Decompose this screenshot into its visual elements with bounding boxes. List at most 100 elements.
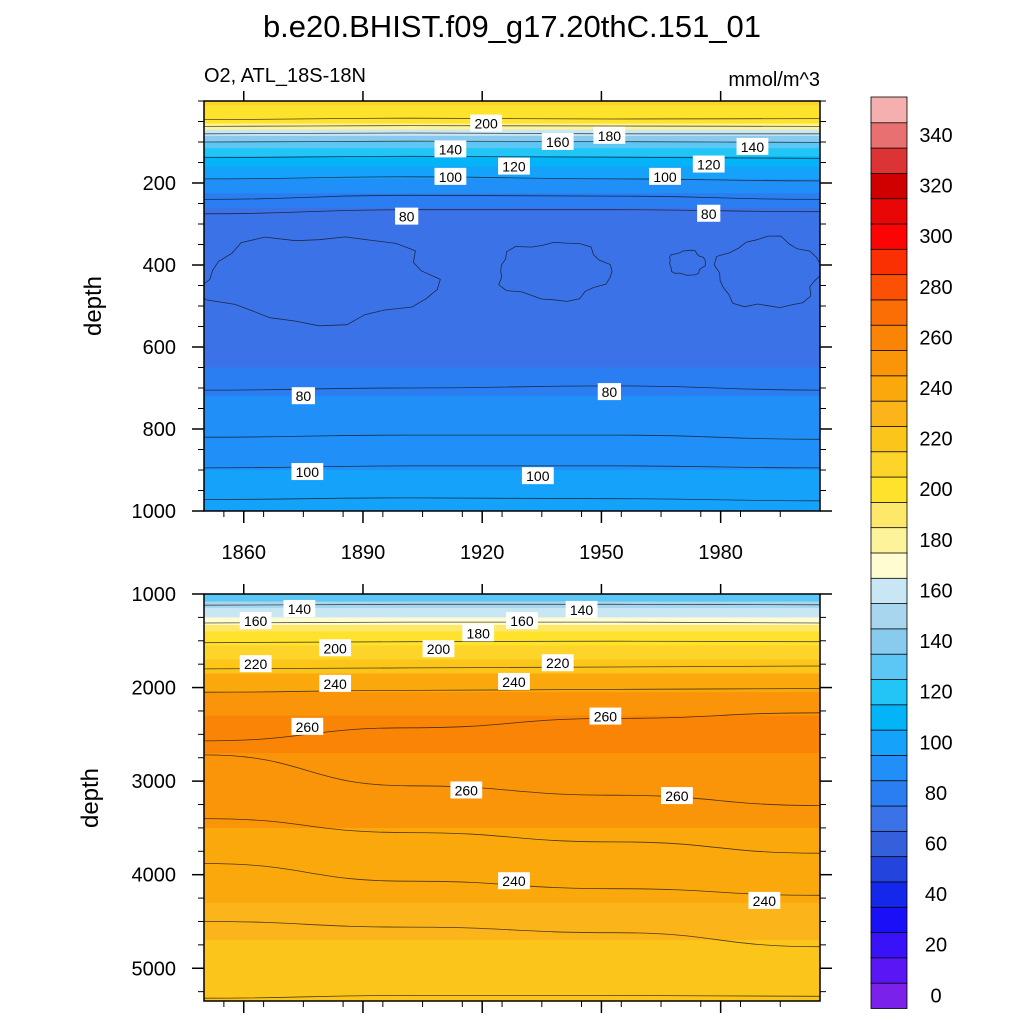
colorbar-swatch bbox=[870, 425, 908, 453]
x-tick-label: 1920 bbox=[460, 542, 505, 564]
contour-label: 200 bbox=[470, 114, 503, 132]
contour-label-bg bbox=[462, 624, 495, 642]
contour-label-bg bbox=[434, 167, 467, 185]
contour-line bbox=[204, 665, 820, 670]
contour-label: 260 bbox=[589, 707, 622, 725]
contour-label-text: 240 bbox=[502, 674, 526, 690]
colorbar-label: 160 bbox=[919, 580, 952, 602]
colorbar-label: 220 bbox=[919, 429, 952, 451]
colorbar-label: 320 bbox=[919, 176, 952, 198]
contour-label-bg bbox=[593, 126, 626, 144]
fill-band bbox=[204, 977, 820, 1001]
y-tick-label: 4000 bbox=[132, 865, 177, 887]
contour-label: 120 bbox=[692, 155, 725, 173]
upper-axes: 1860 1890 1920 1950 1980 200 400 600 800 1000 bbox=[132, 91, 832, 564]
colorbar-label: 200 bbox=[919, 479, 952, 501]
lower-contour-labels: 140 160 160 140 180 200 200 220 220 240 240 260 260 2… bbox=[239, 599, 781, 909]
colorbar-label: 140 bbox=[919, 631, 952, 653]
contour-label-text: 140 bbox=[741, 139, 765, 155]
y-tick-label: 2000 bbox=[132, 678, 177, 700]
contour-label-text: 260 bbox=[296, 719, 320, 735]
x-tick-label: 1950 bbox=[579, 542, 624, 564]
colorbar-label: 300 bbox=[919, 226, 952, 248]
contour-label-bg bbox=[661, 787, 693, 805]
fill-band bbox=[204, 940, 820, 979]
contour-label: 120 bbox=[498, 157, 530, 175]
contour-label-bg bbox=[521, 467, 554, 485]
fill-band bbox=[204, 601, 820, 609]
contour-label-text: 120 bbox=[697, 157, 721, 173]
fill-band bbox=[204, 117, 820, 125]
contour-label-text: 260 bbox=[665, 788, 689, 804]
colorbar-swatch bbox=[870, 476, 908, 503]
contour-label: 180 bbox=[462, 624, 495, 642]
contour-label-text: 140 bbox=[570, 602, 594, 618]
contour-line bbox=[204, 194, 820, 200]
lower-y-axis-label: depth bbox=[77, 768, 104, 828]
contour-label-bg bbox=[649, 167, 681, 185]
colorbar-swatch bbox=[870, 779, 908, 807]
fill-band bbox=[204, 135, 820, 143]
colorbar-swatch bbox=[870, 96, 908, 124]
colorbar-swatch bbox=[870, 349, 908, 377]
contour-label-bg bbox=[319, 639, 352, 657]
y-tick-label: 200 bbox=[143, 173, 176, 195]
y-tick-label: 1000 bbox=[132, 501, 177, 523]
contour-label: 80 bbox=[395, 207, 419, 225]
contour-label: 220 bbox=[541, 654, 574, 672]
colorbar-label: 40 bbox=[925, 884, 947, 906]
min-patch bbox=[498, 241, 613, 302]
right-subtitle: mmol/m^3 bbox=[728, 69, 820, 91]
colorbar-label: 340 bbox=[919, 125, 952, 147]
contour-label-bg bbox=[565, 600, 598, 618]
contour-label-bg bbox=[319, 674, 352, 692]
contour-label: 100 bbox=[649, 167, 681, 185]
contour-line bbox=[204, 434, 820, 440]
contour-label-text: 260 bbox=[455, 782, 479, 798]
contour-label-bg bbox=[291, 387, 315, 405]
figure-title: b.e20.BHIST.f09_g17.20thC.151_01 bbox=[263, 9, 761, 44]
y-tick-label: 800 bbox=[143, 419, 176, 441]
min-patch bbox=[669, 249, 706, 276]
colorbar-swatch bbox=[870, 197, 908, 225]
contour-label-text: 80 bbox=[296, 388, 312, 404]
contour-label: 200 bbox=[319, 639, 352, 657]
fill-band bbox=[204, 193, 820, 209]
fill-band bbox=[204, 692, 820, 717]
colorbar-swatch bbox=[870, 147, 908, 174]
contour-line bbox=[204, 497, 820, 502]
contour-label: 160 bbox=[541, 133, 574, 150]
contour-label-text: 200 bbox=[474, 116, 498, 132]
contour-label-bg bbox=[291, 717, 324, 735]
contour-label-text: 200 bbox=[427, 641, 451, 657]
colorbar-swatch bbox=[870, 273, 908, 301]
upper-contour-lines bbox=[204, 117, 820, 502]
colorbar-label: 240 bbox=[919, 378, 952, 400]
fill-band bbox=[204, 123, 820, 131]
colorbar-swatch bbox=[870, 324, 908, 351]
contour-label: 240 bbox=[498, 672, 530, 690]
colorbar-label: 20 bbox=[925, 935, 947, 957]
colorbar-swatch bbox=[870, 703, 908, 731]
contour-line bbox=[204, 754, 820, 806]
fill-band bbox=[204, 659, 820, 675]
contour-line bbox=[204, 140, 820, 143]
contour-label-text: 80 bbox=[701, 206, 717, 222]
contour-label: 100 bbox=[434, 167, 467, 185]
contour-label-bg bbox=[239, 655, 272, 673]
contour-label-text: 160 bbox=[244, 613, 268, 629]
contour-label: 160 bbox=[506, 612, 538, 630]
contour-line bbox=[204, 132, 820, 135]
contour-line bbox=[204, 176, 820, 182]
upper-panel: 200 160 180 140 140 120 120 100 100 80 80 80 80 100 10… bbox=[80, 91, 832, 564]
colorbar-swatch bbox=[870, 855, 908, 883]
contour-label-bg bbox=[395, 207, 419, 225]
fill-band bbox=[204, 502, 820, 511]
colorbar-label: 280 bbox=[919, 277, 952, 299]
fill-band bbox=[204, 594, 820, 603]
x-tick-label: 1890 bbox=[341, 542, 386, 564]
colorbar-swatch bbox=[870, 956, 908, 984]
contour-label-text: 80 bbox=[602, 384, 618, 400]
colorbar-swatch bbox=[870, 526, 908, 554]
colorbar-swatch bbox=[870, 248, 908, 276]
